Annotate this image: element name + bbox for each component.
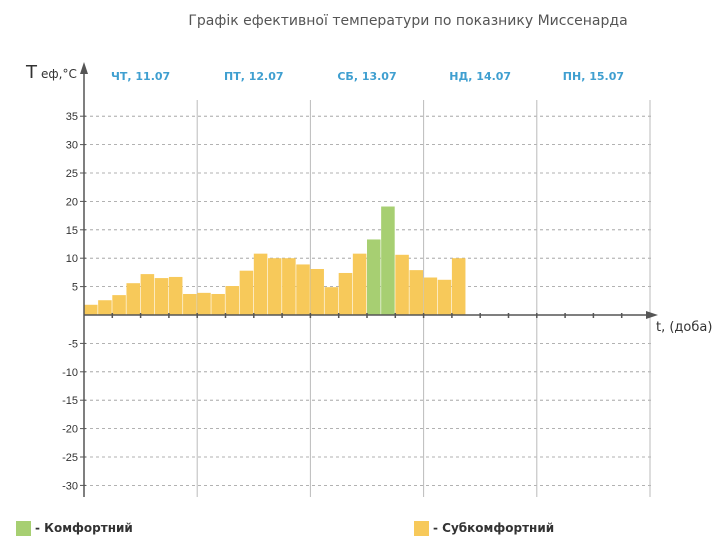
y-tick-label: -10	[62, 367, 78, 379]
day-labels: ЧТ, 11.07 ПТ, 12.07 СБ, 13.07 НД, 14.07 ПН, …	[111, 70, 624, 83]
bar	[267, 258, 282, 315]
bar	[225, 286, 240, 315]
day-label: ПН, 15.07	[563, 70, 624, 83]
bar	[324, 287, 339, 315]
y-tick-labels: 35 30 25 20 15 10 5 -5 -10 -15 -20 -25 -30	[62, 111, 78, 492]
legend-swatch-subcomfort	[414, 520, 429, 536]
legend-label-comfort: - Комфортний	[35, 521, 133, 535]
day-label: СБ, 13.07	[337, 70, 396, 83]
chart-title: Графік ефективної температури по показни…	[188, 13, 627, 29]
bar	[423, 277, 438, 315]
bar	[338, 272, 353, 315]
legend-label-subcomfort: - Субкомфортний	[433, 521, 555, 535]
y-tick-label: 35	[66, 111, 78, 123]
y-tick-label: 15	[66, 225, 78, 237]
y-tick-label: 10	[66, 253, 78, 265]
y-tick-label: -20	[62, 424, 78, 436]
bars	[84, 206, 466, 315]
bar	[409, 270, 423, 315]
y-tick-label: -15	[62, 395, 78, 407]
bar	[253, 253, 268, 315]
y-axis-title-main: T	[25, 62, 38, 83]
y-tick-label: 5	[72, 282, 78, 294]
bar	[154, 278, 169, 315]
x-axis-arrow-icon	[646, 311, 658, 319]
bar	[126, 283, 140, 315]
y-tick-label: -30	[62, 480, 78, 492]
legend-item-subcomfort: - Субкомфортний	[414, 518, 554, 538]
axes	[80, 62, 658, 497]
day-label: ПТ, 12.07	[224, 70, 284, 83]
y-axis-title-sub: еф,°С	[41, 67, 77, 81]
bar	[239, 270, 254, 315]
bar	[367, 239, 381, 315]
x-axis-title: t, (доба)	[656, 320, 712, 335]
bar	[437, 279, 452, 315]
bar	[211, 293, 225, 315]
bar	[112, 295, 126, 315]
bar	[168, 276, 183, 315]
bar	[352, 253, 367, 315]
legend-swatch-comfort	[16, 520, 31, 536]
day-label: ЧТ, 11.07	[111, 70, 170, 83]
y-tick-label: -5	[68, 338, 78, 350]
chart: Графік ефективної температури по показни…	[25, 13, 712, 497]
bar	[140, 274, 155, 315]
y-tick-label: -25	[62, 452, 78, 464]
y-axis-arrow-icon	[80, 62, 88, 74]
bar	[98, 300, 112, 315]
y-tick-label: 25	[66, 168, 78, 180]
bar	[197, 292, 211, 315]
bar	[84, 304, 98, 315]
bar	[282, 258, 296, 315]
bar	[296, 264, 310, 315]
bar	[310, 268, 324, 315]
bar	[451, 258, 466, 315]
y-tick-label: 20	[66, 196, 78, 208]
legend-item-comfort: - Комфортний	[16, 518, 133, 538]
y-tick-label: 30	[66, 140, 78, 152]
bar	[381, 206, 395, 315]
bar	[395, 254, 409, 315]
bar	[183, 293, 197, 315]
day-label: НД, 14.07	[449, 70, 511, 83]
